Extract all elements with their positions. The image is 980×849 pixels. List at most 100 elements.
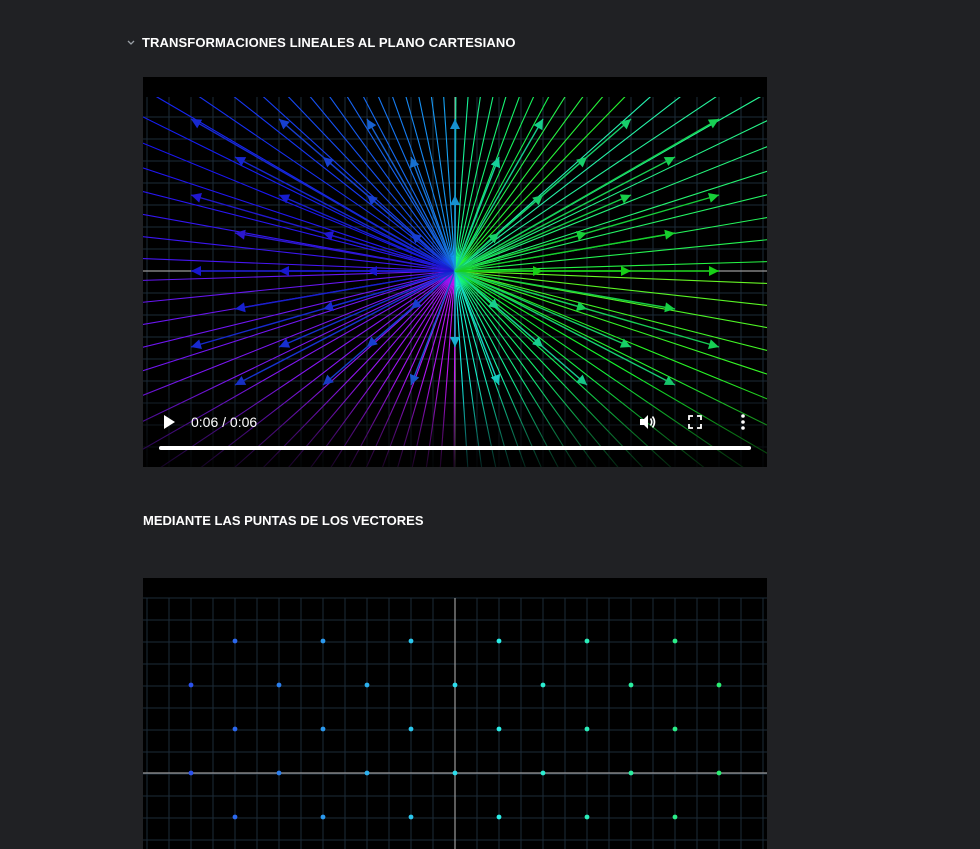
vector-tip-dot — [496, 638, 502, 644]
vector-line — [454, 270, 767, 284]
vector-line — [454, 77, 471, 272]
progress-bar[interactable] — [159, 446, 751, 450]
vector-line — [143, 270, 456, 325]
vector-tip-dot — [276, 682, 282, 688]
vector-arrow — [322, 270, 456, 310]
vector-line — [454, 270, 511, 467]
vector-line — [369, 77, 456, 272]
subheading: MEDIANTE LAS PUNTAS DE LOS VECTORES — [143, 513, 424, 528]
vector-line — [314, 77, 456, 272]
vector-tip-dot — [628, 770, 634, 776]
vector-arrow — [454, 156, 500, 272]
vector-arrows — [190, 118, 720, 386]
vector-line — [454, 270, 767, 426]
vector-line — [384, 77, 456, 272]
vector-arrowhead — [708, 192, 719, 203]
vector-line — [293, 77, 456, 272]
vector-arrowhead — [235, 302, 246, 313]
vector-arrowhead — [367, 195, 378, 206]
vector-arrow — [454, 194, 632, 272]
play-icon[interactable] — [159, 412, 179, 432]
section-header[interactable]: TRANSFORMACIONES LINEALES AL PLANO CARTE… — [126, 35, 516, 50]
vector-arrow — [454, 270, 588, 386]
vector-line — [428, 77, 456, 272]
vector-arrowhead — [279, 119, 290, 130]
vector-tip-dot — [320, 726, 326, 732]
more-vert-icon[interactable] — [733, 412, 753, 432]
video-controls: 0:06 / 0:06 — [143, 397, 767, 467]
vector-line — [208, 77, 456, 272]
vector-line — [143, 236, 456, 272]
vector-line — [454, 146, 767, 272]
vector-line — [143, 270, 456, 348]
vector-arrow — [278, 270, 456, 348]
vector-line — [454, 77, 599, 272]
vector-arrow — [234, 270, 456, 310]
vector-arrow — [190, 118, 456, 272]
vector-line — [143, 191, 456, 272]
vector-tip-dot — [408, 726, 414, 732]
vector-arrowhead — [409, 157, 420, 169]
vector-line — [143, 270, 456, 422]
vector-line — [454, 77, 544, 272]
vector-line — [454, 239, 767, 272]
vector-line — [454, 194, 767, 272]
vector-tip-dot — [584, 814, 590, 820]
vector-line — [454, 77, 747, 272]
vector-tip-dot — [716, 682, 722, 688]
vector-line — [143, 270, 456, 396]
vector-tip-dot — [364, 682, 370, 688]
vector-arrow — [454, 118, 632, 272]
chevron-down-icon[interactable] — [126, 38, 136, 48]
vector-arrow — [454, 156, 676, 272]
vector-arrowhead — [450, 119, 460, 129]
vector-arrowhead — [191, 339, 202, 350]
vector-arrowhead — [323, 230, 334, 241]
progress-fill — [159, 446, 751, 450]
vector-tip-dots — [188, 638, 722, 820]
vector-arrow — [322, 232, 456, 272]
vector-tip-dot — [584, 726, 590, 732]
vector-arrowhead — [619, 194, 631, 204]
volume-icon[interactable] — [637, 412, 657, 432]
vector-arrowhead — [279, 266, 289, 276]
vector-arrowhead — [533, 119, 543, 131]
vector-line — [143, 270, 456, 281]
vector-line — [454, 77, 498, 272]
vector-arrowhead — [279, 338, 291, 348]
vector-arrowhead — [367, 336, 378, 347]
vector-arrow — [454, 118, 720, 272]
vector-arrow — [366, 118, 456, 272]
vector-line — [454, 270, 767, 306]
vector-line — [454, 77, 707, 272]
vector-line — [454, 270, 767, 400]
vector-line — [441, 77, 456, 272]
vector-tip-dot — [496, 726, 502, 732]
vector-tip-dot — [540, 770, 546, 776]
vector-line — [411, 270, 456, 467]
vector-line — [454, 270, 526, 467]
vector-arrow — [410, 156, 456, 272]
vector-arrow — [454, 194, 720, 272]
vector-tip-dot — [408, 638, 414, 644]
fullscreen-icon[interactable] — [685, 412, 705, 432]
vector-tip-dot — [408, 814, 414, 820]
vector-arrow — [454, 270, 632, 348]
vector-tip-dot — [188, 682, 194, 688]
vector-arrowhead — [709, 266, 719, 276]
vector-line — [143, 258, 456, 272]
vector-tip-dot — [232, 814, 238, 820]
vector-tip-dot — [276, 770, 282, 776]
vector-arrowhead — [235, 229, 246, 240]
vector-line — [454, 261, 767, 272]
vector-line — [454, 270, 483, 467]
vector-arrow — [454, 270, 720, 348]
vector-arrowhead — [191, 119, 203, 129]
vector-arrowhead — [279, 194, 291, 204]
vector-line — [454, 92, 767, 272]
vector-tip-dot — [452, 770, 458, 776]
vector-tip-dot — [232, 726, 238, 732]
video-player[interactable]: 0:06 / 0:06 — [143, 77, 767, 467]
vector-line — [454, 217, 767, 272]
vector-line — [454, 77, 674, 272]
